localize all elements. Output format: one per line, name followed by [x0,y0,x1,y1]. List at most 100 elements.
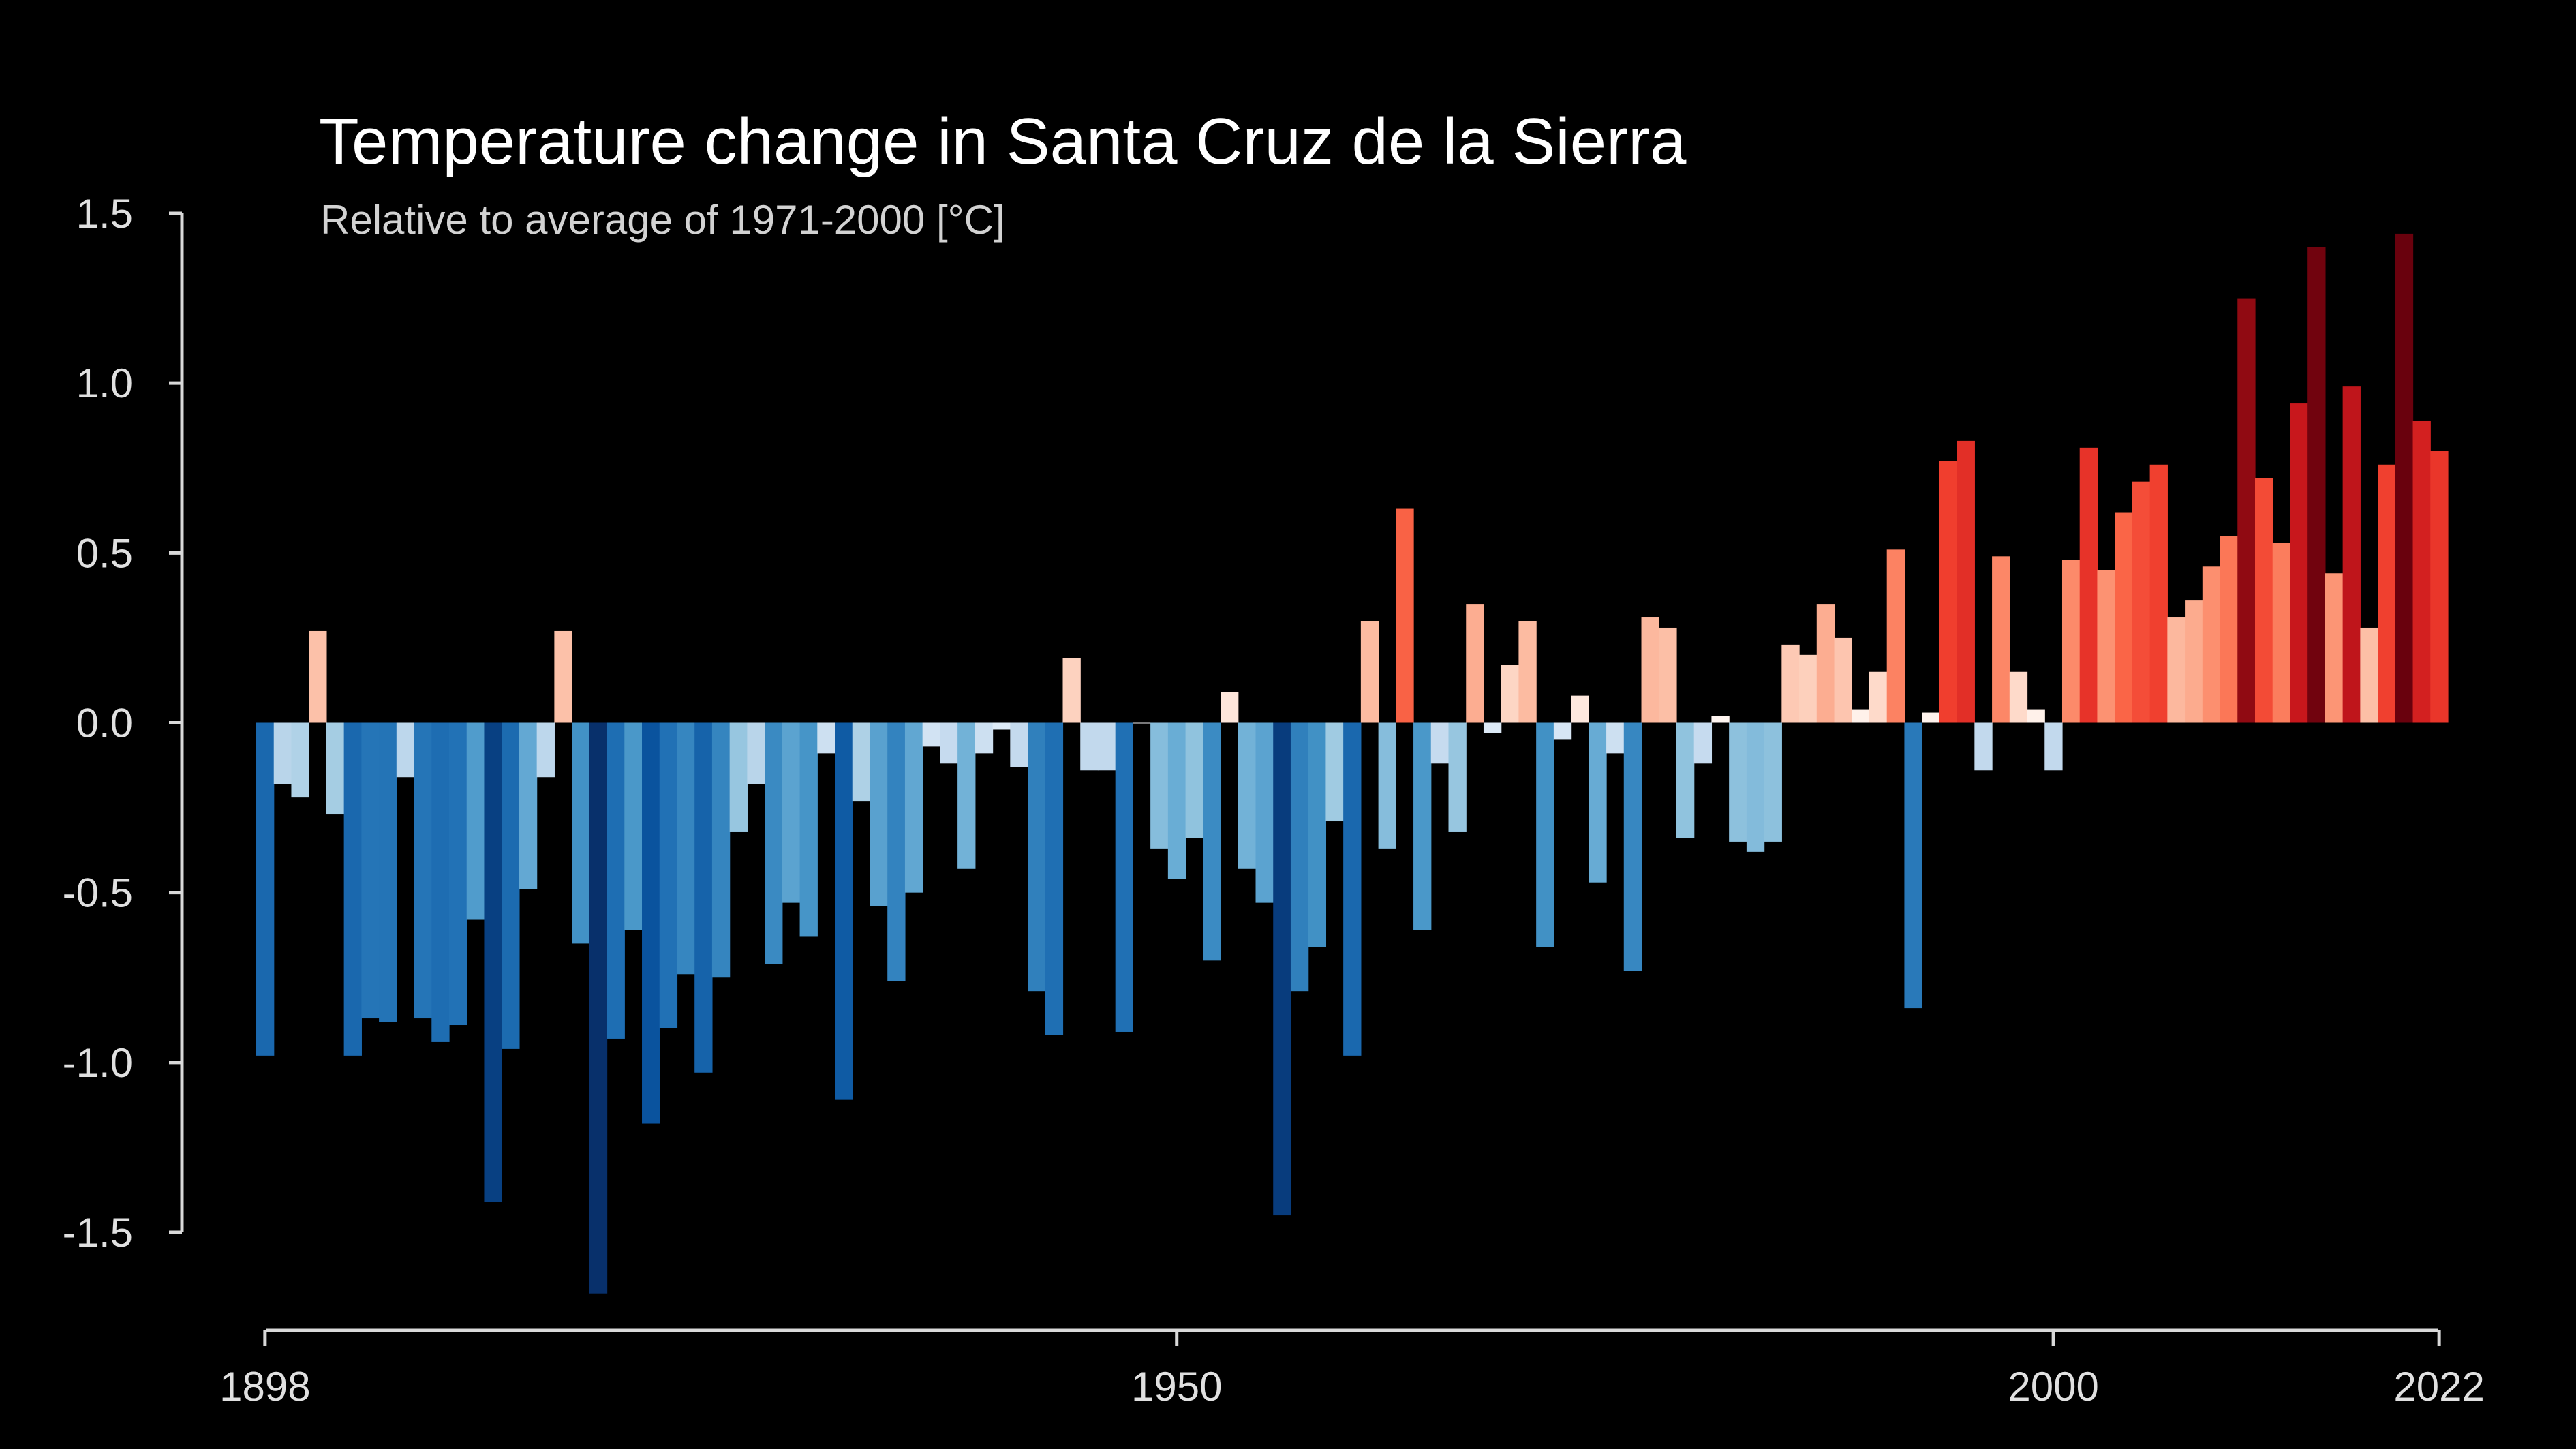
bar-1921 [659,722,678,1028]
bar-1946 [1097,722,1116,771]
bar-1989 [1852,709,1870,723]
bar-1958 [1308,722,1327,947]
bar-1979 [1676,722,1695,838]
bar-1954 [1238,722,1257,869]
bar-1952 [1203,722,1221,961]
bar-1923 [694,722,713,1073]
bar-1930 [817,722,835,754]
bar-1917 [589,722,608,1294]
bar-1912 [502,722,520,1049]
bar-1966 [1448,722,1467,832]
bar-1949 [1150,722,1169,849]
bar-1972 [1553,722,1572,740]
bar-1922 [677,722,695,975]
bar-1990 [1869,671,1888,723]
x-tick-label: 1898 [219,1364,310,1409]
bar-1932 [852,722,871,802]
bar-1940 [992,722,1011,730]
bar-1999 [2027,709,2045,723]
bar-2005 [2132,481,2151,723]
bar-2022 [2430,451,2449,723]
bar-2006 [2149,464,2168,723]
bar-1898 [256,722,275,1056]
bar-2008 [2185,600,2203,723]
bar-1986 [1799,654,1818,723]
y-tick-label: 0.5 [76,530,133,576]
bar-2004 [2115,512,2133,723]
bar-1988 [1834,637,1852,723]
x-tick-label: 1950 [1131,1364,1222,1409]
bar-1964 [1413,722,1432,930]
bar-1984 [1764,722,1782,842]
bar-1953 [1221,692,1239,723]
bar-1959 [1325,722,1344,822]
bar-1977 [1641,617,1659,723]
x-tick-label: 2022 [2393,1364,2484,1409]
bar-1957 [1290,722,1309,992]
bar-1935 [904,722,923,893]
chart-subtitle: Relative to average of 1971-2000 [°C] [320,197,1005,243]
bar-1933 [870,722,888,906]
bar-1973 [1571,695,1589,723]
y-tick-label: -0.5 [63,870,133,916]
bar-1936 [922,722,940,747]
bar-2015 [2307,247,2326,723]
bar-1931 [835,722,853,1100]
bar-1948 [1133,722,1151,724]
bar-1976 [1623,722,1642,971]
bar-1903 [343,722,362,1056]
bar-1960 [1343,722,1362,1056]
bar-1998 [2009,671,2028,723]
bar-1961 [1360,621,1379,723]
bar-2007 [2167,617,2186,723]
bar-2016 [2325,573,2344,723]
bar-1906 [396,722,415,778]
bar-1934 [887,722,906,981]
bar-1904 [361,722,380,1019]
bar-1980 [1693,722,1713,764]
bar-1943 [1045,722,1064,1035]
bar-1978 [1659,627,1677,723]
bar-1909 [449,722,467,1026]
bar-2000 [2044,722,2063,771]
bar-1987 [1816,604,1835,723]
bar-1968 [1483,722,1502,733]
bar-2017 [2342,386,2361,723]
bar-2020 [2395,233,2414,723]
y-axis: 1.5 1.0 0.5 0.0 -0.5 -1.0 -1.5 [63,191,184,1255]
bar-1911 [484,722,502,1202]
bar-2012 [2254,478,2273,723]
bar-1908 [431,722,450,1042]
bar-1918 [607,722,625,1039]
bar-2018 [2360,627,2378,723]
bar-1941 [1010,722,1028,767]
bar-1983 [1746,722,1765,852]
bar-1924 [711,722,731,978]
bar-1967 [1466,604,1484,723]
bar-1929 [799,722,818,937]
bar-1994 [1939,461,1958,723]
bar-2002 [2079,447,2098,723]
bar-1963 [1396,508,1414,723]
bar-1956 [1273,722,1291,1216]
bar-1995 [1957,440,1975,723]
y-tick-label: -1.0 [63,1040,133,1086]
bar-2021 [2412,420,2431,723]
bar-2011 [2237,298,2256,723]
bar-2009 [2202,566,2221,723]
bar-1981 [1711,716,1730,723]
bar-1907 [414,722,432,1019]
bar-1925 [729,722,748,832]
bar-1927 [765,722,783,964]
bar-1942 [1028,722,1046,992]
bar-2013 [2272,543,2291,723]
bar-1914 [536,722,555,778]
bar-1915 [554,630,572,723]
x-tick-label: 2000 [2008,1364,2098,1409]
bar-1993 [1922,712,1940,723]
bar-1920 [642,722,660,1124]
bar-2010 [2220,536,2238,723]
bar-1928 [782,722,801,903]
bars-group [256,233,2449,1294]
